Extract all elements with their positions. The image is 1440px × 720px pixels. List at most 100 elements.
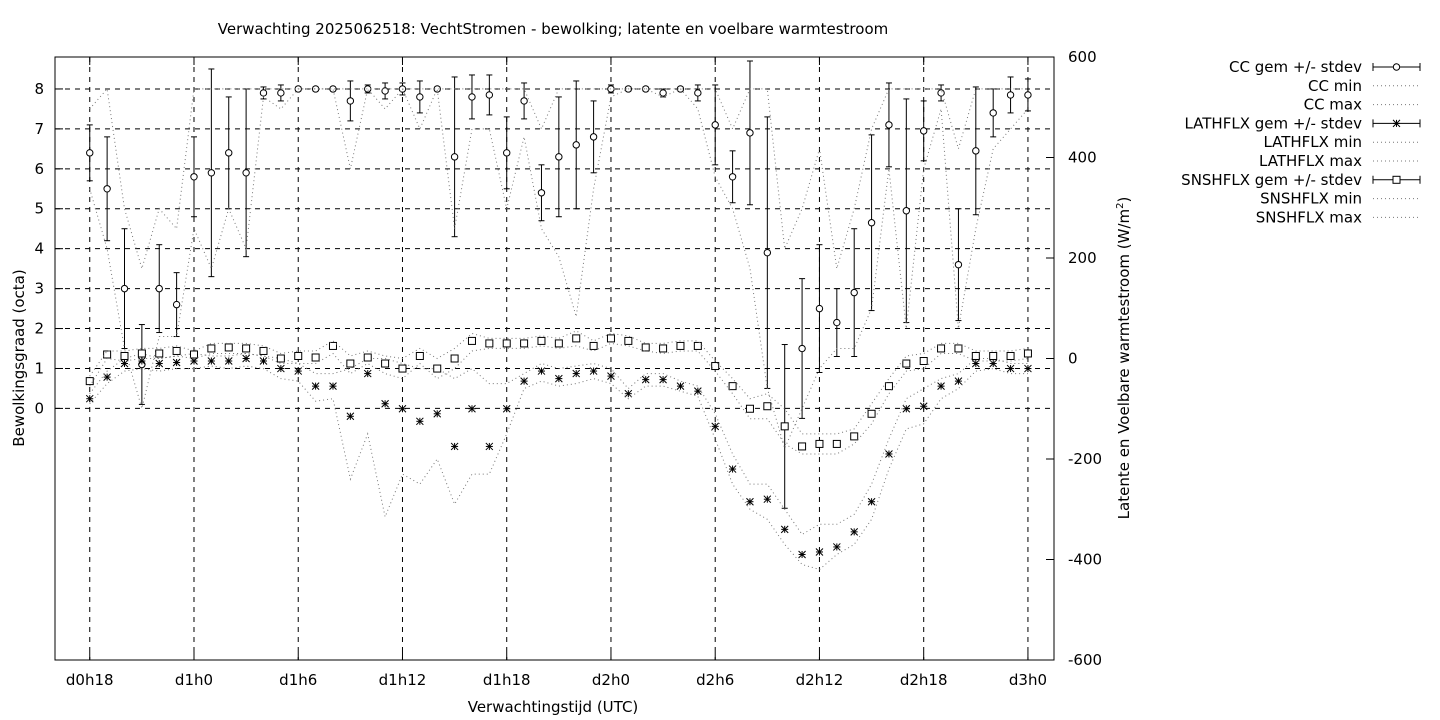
cc-mean-point bbox=[589, 133, 598, 141]
cc-mean-point bbox=[728, 173, 737, 181]
lathflx-mean-point bbox=[415, 417, 424, 426]
cc-mean-point bbox=[86, 149, 94, 157]
lathflx-mean-point bbox=[450, 442, 459, 451]
lathflx-mean-point bbox=[711, 422, 720, 431]
star-stroke bbox=[572, 369, 581, 378]
star-stroke bbox=[589, 367, 598, 375]
lathflx-mean-point bbox=[902, 404, 911, 413]
y2-axis-label-sup: 2 bbox=[1115, 203, 1126, 209]
series-layer bbox=[85, 60, 1032, 571]
lathflx-mean-point bbox=[363, 369, 372, 378]
snshflx-mean-point bbox=[1023, 349, 1032, 358]
lathflx-mean-point bbox=[138, 357, 146, 365]
lathflx-mean-point bbox=[224, 357, 233, 365]
cc-mean-point bbox=[642, 85, 650, 93]
lathflx-mean-point bbox=[798, 550, 806, 559]
lathflx-mean-point bbox=[676, 382, 685, 390]
star-stroke bbox=[815, 548, 824, 556]
snshflx-mean-point bbox=[259, 346, 268, 355]
snshflx-mean-point bbox=[971, 351, 980, 360]
lathflx-mean-point bbox=[1024, 364, 1032, 373]
snshflx-mean-point bbox=[763, 402, 772, 411]
lathflx-mean-point bbox=[885, 450, 893, 458]
star-stroke bbox=[624, 389, 633, 398]
cc-mean-point bbox=[155, 284, 163, 293]
lathflx-mean-point bbox=[329, 382, 337, 390]
lathflx-mean-point bbox=[242, 354, 250, 363]
star-stroke bbox=[346, 412, 355, 421]
lathflx-mean-point bbox=[207, 357, 216, 365]
legend-label: SNSHFLX gem +/- stdev bbox=[1181, 171, 1362, 189]
star-stroke bbox=[832, 543, 841, 551]
legend-item-lathflx-max: LATHFLX max bbox=[1259, 152, 1420, 170]
star-stroke bbox=[850, 528, 859, 536]
cc-mean-point bbox=[364, 85, 372, 93]
legend-label: LATHFLX gem +/- stdev bbox=[1184, 114, 1362, 132]
snshflx-mean-point bbox=[937, 344, 946, 353]
x-tick-label: d2h12 bbox=[796, 671, 844, 689]
lathflx-mean-point bbox=[641, 375, 650, 384]
cc-mean-point bbox=[242, 169, 250, 177]
cc-mean-point bbox=[850, 288, 858, 297]
lathflx-mean-point bbox=[572, 369, 581, 378]
snshflx-mean-point bbox=[433, 364, 442, 373]
legend-label: CC min bbox=[1308, 77, 1362, 95]
star-stroke bbox=[607, 372, 615, 380]
snshflx-mean-point bbox=[137, 349, 146, 358]
lathflx-mean-point bbox=[398, 404, 407, 413]
lathflx-mean-point bbox=[294, 367, 303, 375]
lathflx-mean-point bbox=[381, 399, 389, 408]
cc-max-line bbox=[89, 87, 1028, 271]
legend-item-lathflx-min: LATHFLX min bbox=[1263, 133, 1420, 151]
cc-mean-point bbox=[277, 89, 285, 97]
x-tick-label: d0h18 bbox=[66, 671, 114, 689]
snshflx-mean-point bbox=[780, 422, 789, 431]
lathflx-mean-point bbox=[850, 528, 859, 536]
star-stroke bbox=[242, 354, 250, 363]
snshflx-mean-point bbox=[328, 341, 337, 350]
y-tick-label: 6 bbox=[34, 160, 44, 178]
lathflx-max-series bbox=[89, 352, 1028, 536]
snshflx-mean-point bbox=[641, 343, 650, 352]
star-stroke bbox=[120, 359, 129, 368]
lathflx-mean-point bbox=[607, 372, 615, 380]
lathflx-mean-point bbox=[815, 548, 824, 556]
lathflx-mean-point bbox=[659, 375, 667, 384]
cc-mean-point bbox=[607, 85, 615, 93]
lathflx-mean-point bbox=[937, 382, 945, 390]
lathflx-mean-point bbox=[485, 442, 494, 451]
cc-mean-point bbox=[450, 153, 459, 161]
lathflx-mean-point bbox=[954, 377, 963, 385]
cc-min-series bbox=[89, 87, 1029, 450]
lathflx-mean-point bbox=[624, 389, 633, 398]
cc-mean-point bbox=[954, 260, 963, 269]
y-tick-label: 2 bbox=[34, 320, 44, 338]
star-stroke bbox=[329, 382, 337, 390]
legend-item-cc-min: CC min bbox=[1308, 77, 1420, 95]
snshflx-mean-point bbox=[485, 339, 494, 348]
axis-layer: d0h18 d1h0 d1h6 d1h12 d1h18 d2h0 d2h6 d2h12 d2h1… bbox=[34, 48, 1102, 689]
star-stroke bbox=[937, 382, 945, 390]
lathflx-mean-point bbox=[693, 387, 702, 396]
star-stroke bbox=[919, 402, 928, 411]
lathflx-mean-point bbox=[832, 543, 841, 551]
lathflx-mean-series bbox=[85, 354, 1032, 559]
star-stroke bbox=[885, 450, 893, 458]
snshflx-mean-point bbox=[798, 442, 807, 451]
star-stroke bbox=[554, 374, 563, 383]
star-stroke bbox=[172, 358, 181, 367]
star-stroke bbox=[520, 377, 528, 385]
snshflx-mean-point bbox=[745, 404, 754, 413]
snshflx-mean-point bbox=[450, 354, 459, 363]
star-stroke bbox=[85, 394, 94, 403]
snshflx-mean-point bbox=[867, 409, 876, 418]
cc-mean-series bbox=[86, 60, 1032, 509]
x-tick-label: d2h18 bbox=[900, 671, 948, 689]
y2-tick-label: 200 bbox=[1068, 249, 1097, 267]
y-tick-label: 0 bbox=[34, 399, 44, 417]
y-tick-label: 1 bbox=[34, 359, 44, 377]
star-stroke bbox=[746, 497, 754, 506]
snshflx-mean-point bbox=[850, 432, 859, 441]
snshflx-mean-point bbox=[537, 336, 546, 345]
cc-mean-point bbox=[1024, 91, 1032, 99]
